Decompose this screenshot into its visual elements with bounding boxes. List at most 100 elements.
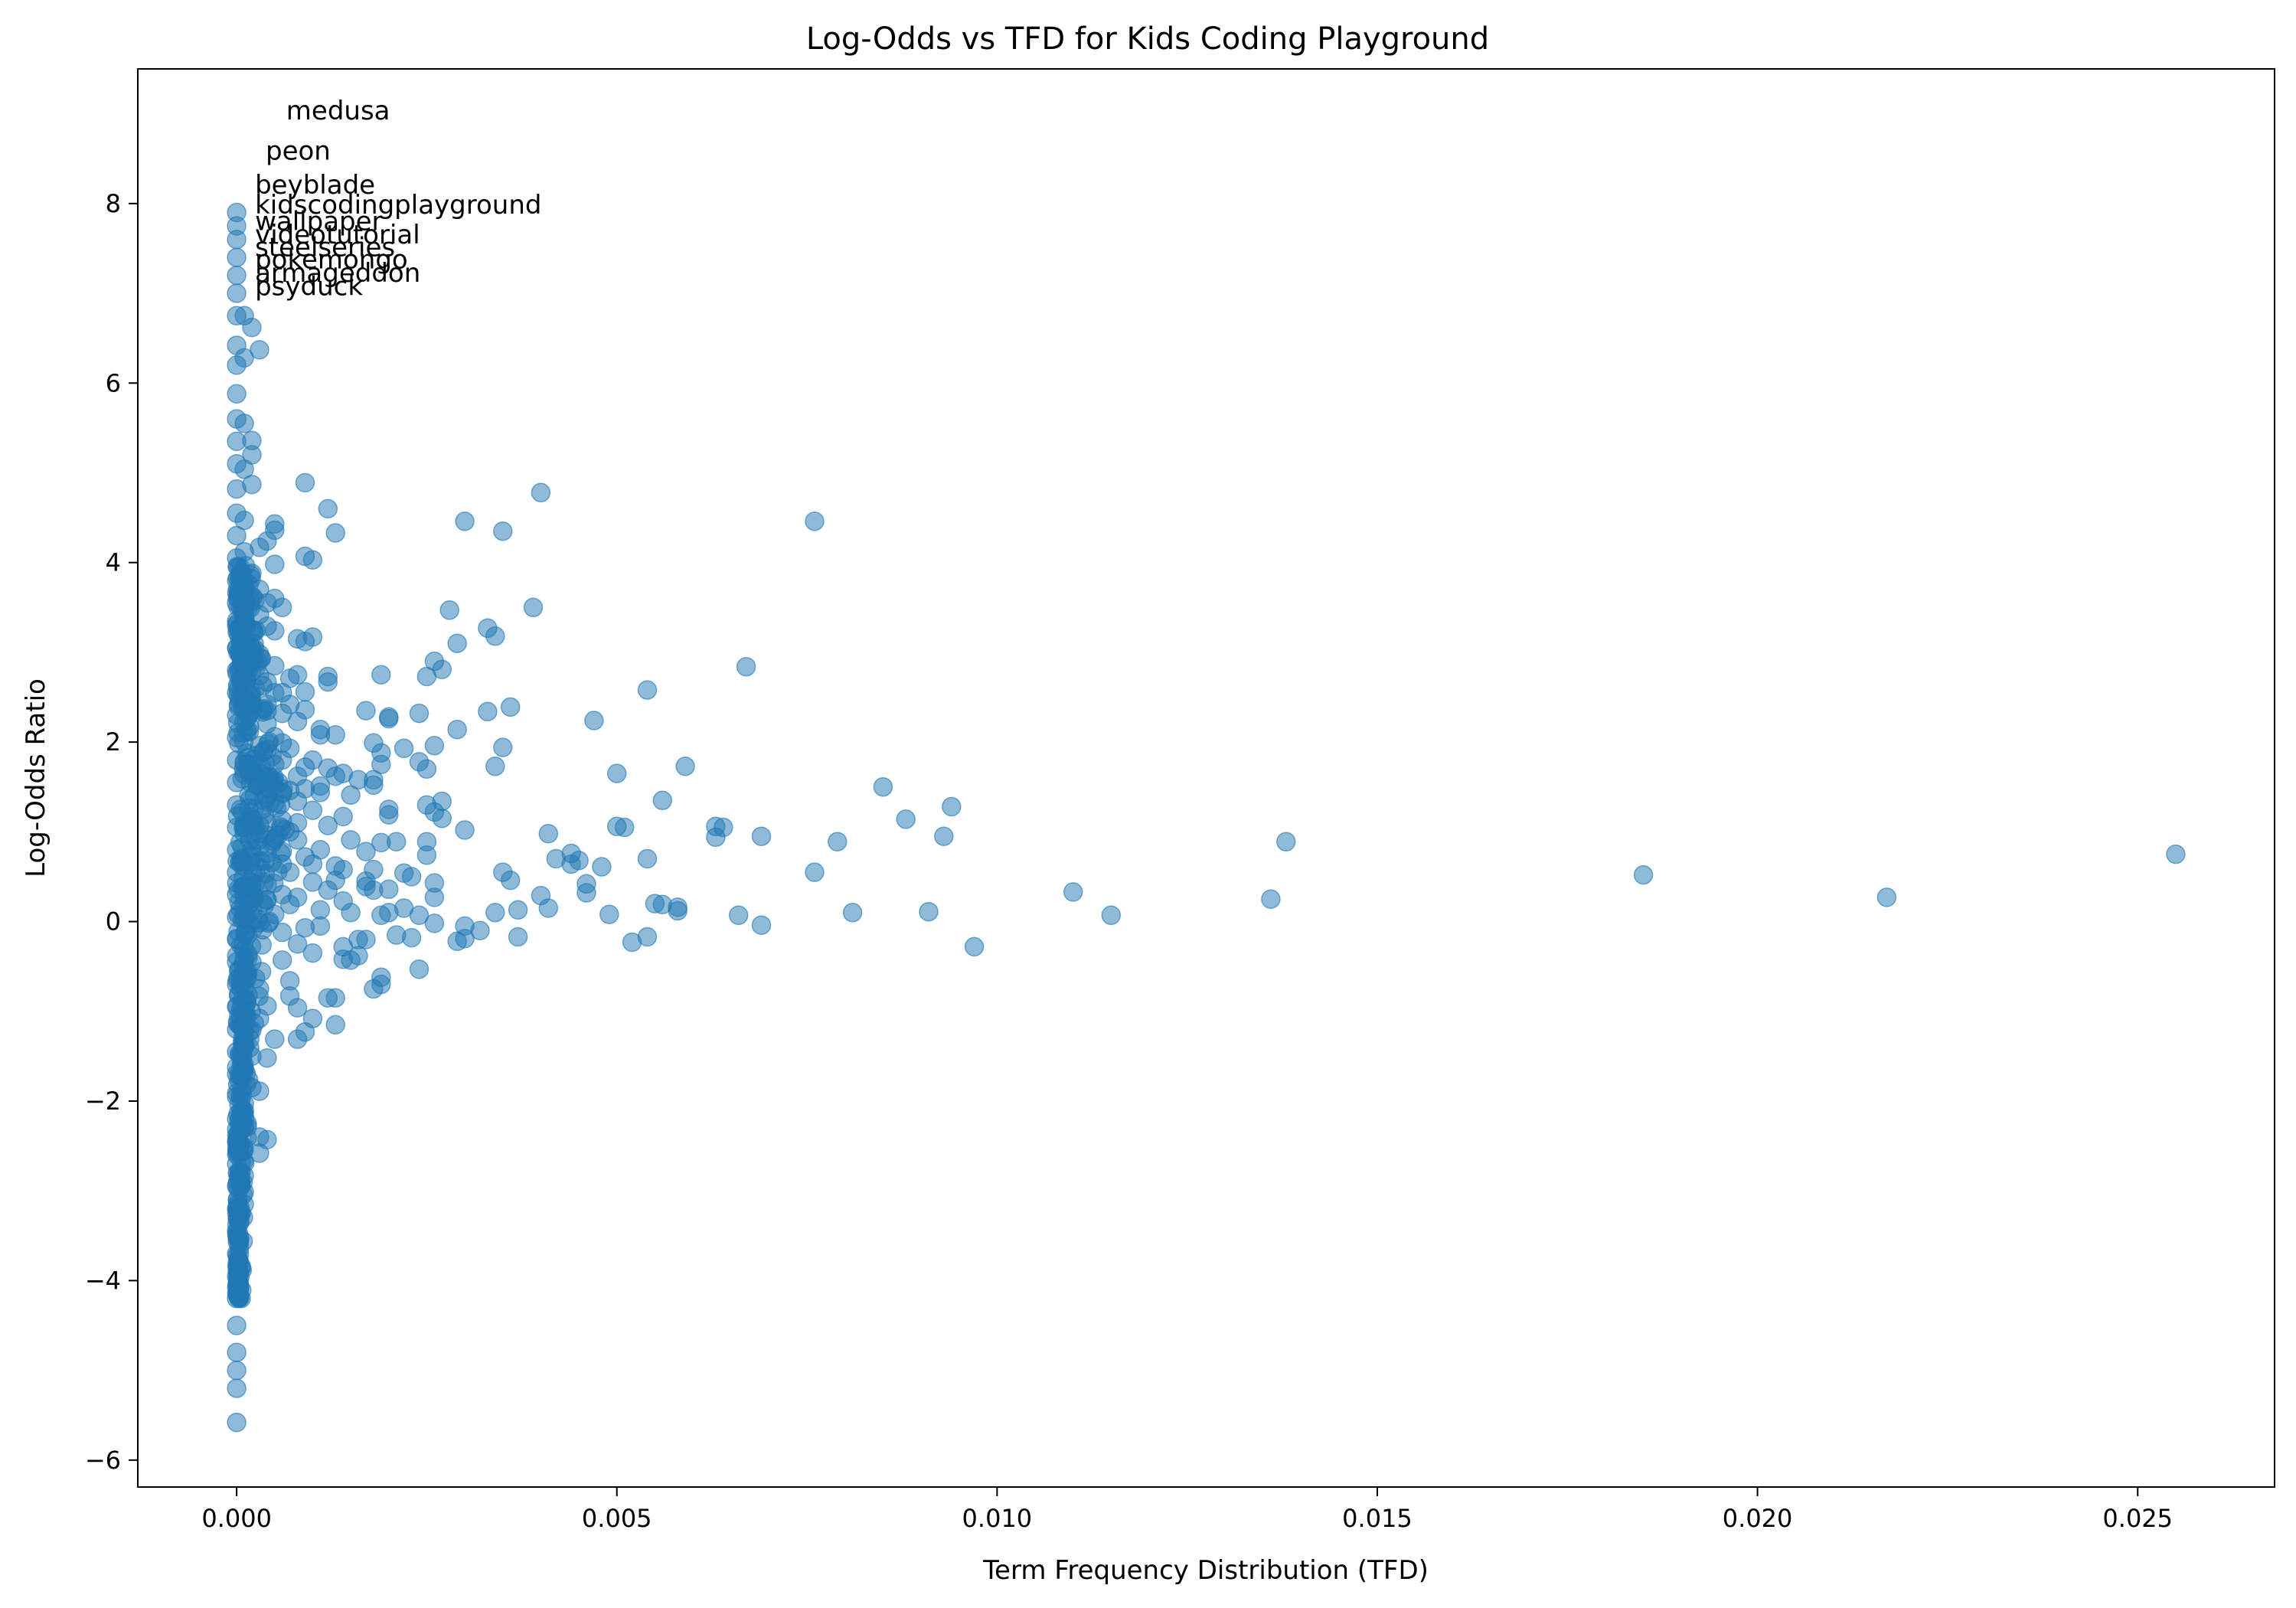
scatter-point — [455, 820, 475, 840]
scatter-point — [227, 1315, 247, 1335]
y-tick-label: −2 — [85, 1087, 121, 1116]
scatter-point — [295, 546, 315, 567]
scatter-point — [318, 815, 338, 835]
scatter-point — [424, 736, 445, 756]
scatter-point — [227, 974, 247, 995]
scatter-point — [227, 615, 247, 636]
scatter-point — [227, 1266, 247, 1286]
scatter-point — [1633, 864, 1654, 885]
x-tick-label: 0.025 — [2102, 1504, 2173, 1533]
scatter-point — [386, 925, 407, 945]
scatter-point — [409, 752, 429, 772]
scatter-point — [493, 521, 513, 541]
scatter-point — [257, 890, 277, 910]
points-layer — [227, 202, 2186, 1433]
scatter-point — [227, 283, 247, 303]
scatter-point — [227, 306, 247, 326]
x-tick-label: 0.010 — [962, 1504, 1033, 1533]
scatter-point — [302, 800, 323, 820]
scatter-point — [227, 907, 247, 927]
x-tick-label: 0.000 — [201, 1504, 272, 1533]
scatter-point — [318, 498, 338, 519]
scatter-point — [478, 618, 498, 639]
scatter-point — [227, 229, 247, 250]
scatter-point — [1261, 889, 1281, 909]
scatter-point — [295, 917, 315, 938]
y-axis-label: Log-Odds Ratio — [21, 678, 51, 878]
scatter-point — [675, 757, 695, 776]
scatter-point — [227, 1176, 247, 1197]
scatter-point — [508, 900, 528, 920]
y-tick-label: −4 — [85, 1266, 121, 1295]
x-axis: 0.000 0.005 0.010 0.015 0.020 0.025 — [201, 1487, 2173, 1533]
scatter-point — [1101, 905, 1122, 926]
scatter-point — [751, 915, 772, 935]
scatter-point — [447, 633, 467, 653]
scatter-point — [279, 780, 300, 801]
scatter-point — [416, 666, 437, 687]
scatter-point — [227, 548, 247, 568]
scatter-point — [227, 265, 247, 286]
scatter-point — [227, 750, 247, 770]
scatter-point — [227, 431, 247, 452]
scatter-point — [728, 905, 749, 926]
scatter-point — [227, 409, 247, 429]
scatter-point — [287, 934, 308, 954]
scatter-point — [652, 790, 673, 811]
scatter-point — [227, 817, 247, 838]
scatter-point — [242, 1077, 262, 1098]
y-axis: −6 −4 −2 0 2 4 6 8 — [85, 189, 138, 1475]
scatter-point — [508, 927, 528, 947]
scatter-point — [250, 1143, 269, 1163]
scatter-point — [896, 809, 916, 829]
scatter-point — [295, 847, 315, 867]
scatter-point — [455, 511, 475, 531]
scatter-point — [227, 1221, 247, 1241]
scatter-point — [250, 665, 269, 686]
scatter-point — [934, 826, 954, 846]
scatter-point — [341, 830, 361, 850]
scatter-point — [645, 894, 665, 913]
scatter-point — [287, 629, 308, 649]
scatter-point — [295, 681, 315, 702]
scatter-point — [287, 711, 308, 731]
scatter-point — [227, 384, 247, 404]
scatter-point — [592, 857, 612, 877]
scatter-point — [493, 737, 513, 757]
scatter-point — [295, 472, 315, 493]
scatter-point — [302, 872, 323, 892]
scatter-point — [272, 854, 292, 874]
scatter-point — [227, 1041, 247, 1062]
scatter-point — [250, 736, 269, 756]
point-annotation: psyduck — [255, 271, 363, 302]
scatter-point — [227, 930, 247, 949]
scatter-point — [265, 655, 285, 676]
scatter-point — [250, 580, 269, 600]
scatter-point — [637, 848, 658, 869]
point-annotation: beyblade — [255, 170, 375, 201]
scatter-point — [302, 943, 323, 963]
scatter-point — [227, 1087, 247, 1106]
scatter-point — [371, 665, 391, 685]
scatter-point — [227, 355, 247, 375]
scatter-point — [227, 1289, 247, 1309]
scatter-point — [538, 823, 559, 844]
scatter-point — [227, 570, 247, 590]
scatter-point — [250, 979, 269, 999]
scatter-point — [364, 733, 384, 753]
plot-frame — [137, 68, 2275, 1488]
scatter-point — [227, 1198, 247, 1219]
scatter-point — [318, 988, 338, 1008]
scatter-point — [227, 682, 247, 703]
scatter-point — [439, 600, 459, 620]
scatter-point — [485, 903, 505, 923]
scatter-point — [227, 1360, 247, 1381]
scatter-point — [1063, 882, 1083, 902]
x-tick-label: 0.020 — [1723, 1504, 1793, 1533]
scatter-point — [606, 763, 627, 783]
scatter-point — [964, 936, 985, 957]
scatter-point — [805, 862, 825, 882]
scatter-point — [828, 832, 848, 851]
